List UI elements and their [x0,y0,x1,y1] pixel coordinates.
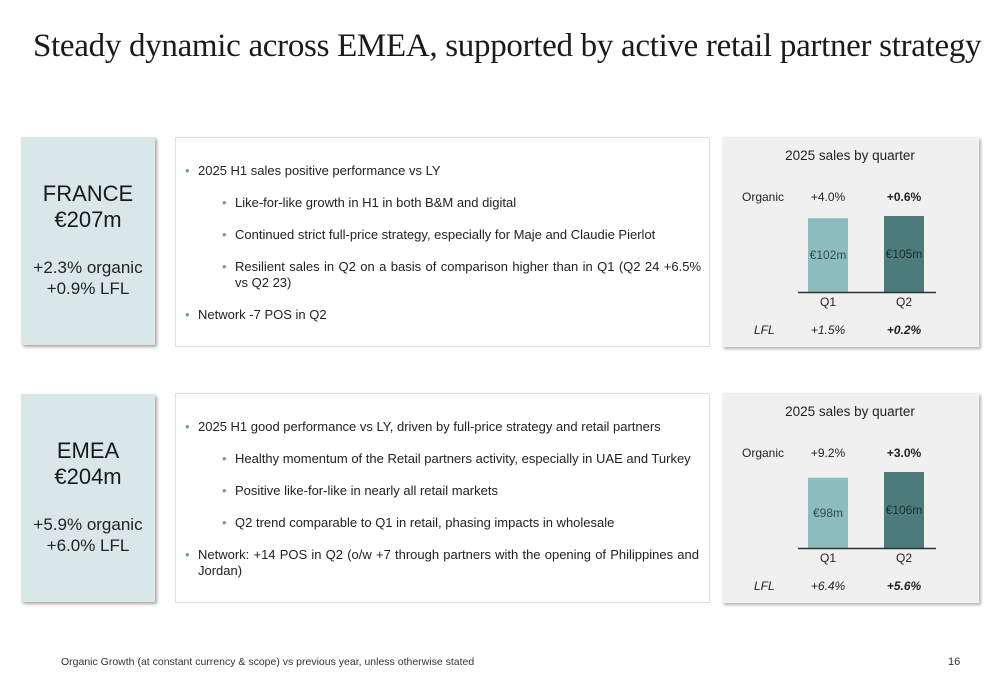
region-organic-growth: +2.3% organic [33,258,143,277]
region-name: FRANCE [42,181,134,206]
bar-value-label: €98m [813,506,843,520]
organic-growth-value: +9.2% [811,446,846,460]
region-organic-growth: +5.9% organic [33,515,143,534]
region-sales: €204m [54,464,122,489]
bar-q2 [884,472,924,548]
organic-row-label: Organic [742,190,784,204]
bullet-item: • Q2 trend comparable to Q1 in retail, ph… [222,515,615,530]
chart-emea-sales-by-quarter: 2025 sales by quarter Organic LFL €98m Q1 +9.… [722,393,979,603]
region-lfl-growth: +0.9% LFL [46,279,130,298]
x-tick-label: Q2 [896,295,912,309]
bar-value-label: €106m [886,503,923,517]
bar-q1 [808,218,848,292]
bullet-item: • 2025 H1 good performance vs LY, driven … [185,419,661,434]
chart-svg: 2025 sales by quarter Organic LFL €98m Q1 +9.… [742,404,936,593]
bar-value-label: €105m [886,247,923,261]
bullet-item: • Like-for-like growth in H1 in both B&M … [222,195,517,210]
bullet-item: • Healthy momentum of the Retail partners… [222,451,691,466]
organic-row-label: Organic [742,446,784,460]
lfl-growth-value: +5.6% [887,579,922,593]
bullet-box-emea: • 2025 H1 good performance vs LY, driven … [175,393,710,603]
bar-q1 [808,477,848,548]
region-name: EMEA [56,438,120,463]
bullet-item: • Network -7 POS in Q2 [185,307,327,322]
region-lfl-growth: +6.0% LFL [46,536,130,555]
lfl-growth-value: +1.5% [811,323,846,337]
organic-growth-value: +3.0% [887,446,922,460]
lfl-growth-value: +6.4% [811,579,846,593]
bullet-item: • Resilient sales in Q2 on a basis of com… [222,259,701,290]
x-tick-label: Q1 [820,551,836,565]
bullet-item: • Positive like-for-like in nearly all re… [222,483,498,498]
bullet-item: • Continued strict full-price strategy, e… [222,227,656,242]
page-number: 16 [948,656,961,668]
lfl-growth-value: +0.2% [887,323,922,337]
lfl-row-label: LFL [754,323,775,337]
chart-title: 2025 sales by quarter [785,148,915,163]
bullet-box-france: • 2025 H1 sales positive performance vs L… [175,137,710,347]
chart-title: 2025 sales by quarter [785,404,915,419]
x-tick-label: Q1 [820,295,836,309]
organic-growth-value: +0.6% [887,190,922,204]
organic-growth-value: +4.0% [811,190,846,204]
x-tick-label: Q2 [896,551,912,565]
region-summary-france: FRANCE €207m +2.3% organic +0.9% LFL [21,137,155,345]
page-title: Steady dynamic across EMEA, supported by… [33,28,982,64]
lfl-row-label: LFL [754,579,775,593]
chart-svg: 2025 sales by quarter Organic LFL €102m Q1 +4… [742,148,936,337]
bullet-item: • Network: +14 POS in Q2 (o/w +7 through … [185,547,699,578]
chart-france-sales-by-quarter: 2025 sales by quarter Organic LFL €102m Q1 +4… [722,137,979,347]
bar-value-label: €102m [810,248,847,262]
footer-note: Organic Growth (at constant currency & s… [61,656,475,668]
bar-q2 [884,216,924,292]
region-summary-emea: EMEA €204m +5.9% organic +6.0% LFL [21,394,155,602]
bullet-item: • 2025 H1 sales positive performance vs L… [185,163,441,178]
region-sales: €207m [54,207,122,232]
